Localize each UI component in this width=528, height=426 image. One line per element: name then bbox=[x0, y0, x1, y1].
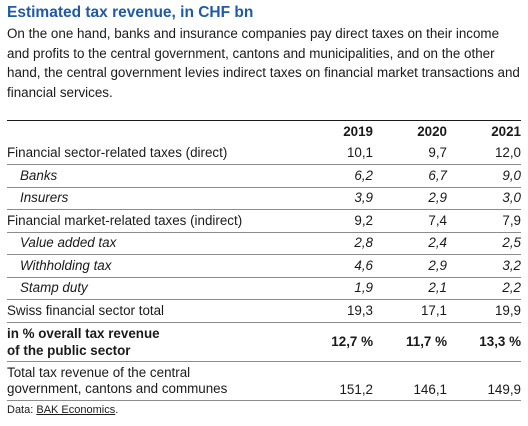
cell-2020: 11,7 % bbox=[373, 322, 447, 362]
cell-2021: 149,9 bbox=[447, 361, 521, 401]
table-row-value-added-tax: Value added tax 2,8 2,4 2,5 bbox=[7, 232, 521, 255]
cell-2019: 10,1 bbox=[299, 142, 373, 165]
row-label-line2: government, cantons and communes bbox=[7, 380, 228, 396]
cell-2020: 2,1 bbox=[373, 277, 447, 300]
cell-2021: 3,0 bbox=[447, 187, 521, 210]
row-label: Financial sector-related taxes (direct) bbox=[7, 142, 299, 165]
table-row-insurers: Insurers 3,9 2,9 3,0 bbox=[7, 187, 521, 210]
table-row-stamp-duty: Stamp duty 1,9 2,1 2,2 bbox=[7, 277, 521, 300]
cell-2020: 6,7 bbox=[373, 164, 447, 188]
cell-2020: 9,7 bbox=[373, 142, 447, 165]
cell-2020: 2,9 bbox=[373, 187, 447, 210]
row-label: in % overall tax revenue of the public s… bbox=[7, 322, 299, 362]
header-label-cell bbox=[7, 120, 299, 143]
intro-paragraph: On the one hand, banks and insurance com… bbox=[7, 26, 520, 100]
table-row-indirect-taxes: Financial market-related taxes (indirect… bbox=[7, 209, 521, 233]
row-label: Financial market-related taxes (indirect… bbox=[7, 209, 299, 233]
figure-title: Estimated tax revenue, in CHF bn bbox=[7, 4, 254, 21]
cell-2019: 12,7 % bbox=[299, 322, 373, 362]
source-link[interactable]: BAK Economics bbox=[36, 403, 116, 416]
tax-revenue-figure: Estimated tax revenue, in CHF bn On the … bbox=[7, 3, 521, 416]
cell-2019: 2,8 bbox=[299, 232, 373, 255]
cell-2020: 17,1 bbox=[373, 299, 447, 323]
cell-2021: 19,9 bbox=[447, 299, 521, 323]
table-row-total-revenue: Total tax revenue of the central governm… bbox=[7, 361, 521, 401]
row-label: Banks bbox=[7, 164, 299, 188]
year-header-2021: 2021 bbox=[447, 120, 521, 143]
table-row-banks: Banks 6,2 6,7 9,0 bbox=[7, 164, 521, 188]
cell-2021: 9,0 bbox=[447, 164, 521, 188]
row-label: Swiss financial sector total bbox=[7, 299, 299, 323]
row-label: Stamp duty bbox=[7, 277, 299, 300]
table-row-withholding-tax: Withholding tax 4,6 2,9 3,2 bbox=[7, 254, 521, 278]
source-note: Data: BAK Economics. bbox=[7, 404, 521, 416]
cell-2021: 12,0 bbox=[447, 142, 521, 165]
year-header-2020: 2020 bbox=[373, 120, 447, 143]
cell-2019: 1,9 bbox=[299, 277, 373, 300]
cell-2019: 19,3 bbox=[299, 299, 373, 323]
table-row-sector-total: Swiss financial sector total 19,3 17,1 1… bbox=[7, 299, 521, 323]
cell-2021: 3,2 bbox=[447, 254, 521, 278]
row-label: Withholding tax bbox=[7, 254, 299, 278]
cell-2020: 146,1 bbox=[373, 361, 447, 401]
table-row-share-of-revenue: in % overall tax revenue of the public s… bbox=[7, 322, 521, 362]
source-suffix: . bbox=[115, 403, 119, 416]
row-label: Value added tax bbox=[7, 232, 299, 255]
cell-2021: 2,5 bbox=[447, 232, 521, 255]
cell-2019: 9,2 bbox=[299, 209, 373, 233]
year-header-2019: 2019 bbox=[299, 120, 373, 143]
cell-2019: 3,9 bbox=[299, 187, 373, 210]
cell-2021: 2,2 bbox=[447, 277, 521, 300]
table-row-direct-taxes: Financial sector-related taxes (direct) … bbox=[7, 142, 521, 165]
cell-2019: 6,2 bbox=[299, 164, 373, 188]
tax-revenue-table: 2019 2020 2021 Financial sector-related … bbox=[7, 120, 521, 401]
table-header-row: 2019 2020 2021 bbox=[7, 120, 521, 143]
cell-2020: 7,4 bbox=[373, 209, 447, 233]
row-label-line1: Total tax revenue of the central bbox=[7, 364, 191, 380]
cell-2019: 151,2 bbox=[299, 361, 373, 401]
source-prefix: Data: bbox=[7, 403, 37, 416]
cell-2021: 7,9 bbox=[447, 209, 521, 233]
cell-2020: 2,9 bbox=[373, 254, 447, 278]
cell-2021: 13,3 % bbox=[447, 322, 521, 362]
cell-2020: 2,4 bbox=[373, 232, 447, 255]
row-label: Total tax revenue of the central governm… bbox=[7, 361, 299, 401]
row-label-line1: in % overall tax revenue bbox=[7, 325, 160, 341]
row-label-line2: of the public sector bbox=[7, 342, 131, 358]
cell-2019: 4,6 bbox=[299, 254, 373, 278]
row-label: Insurers bbox=[7, 187, 299, 210]
